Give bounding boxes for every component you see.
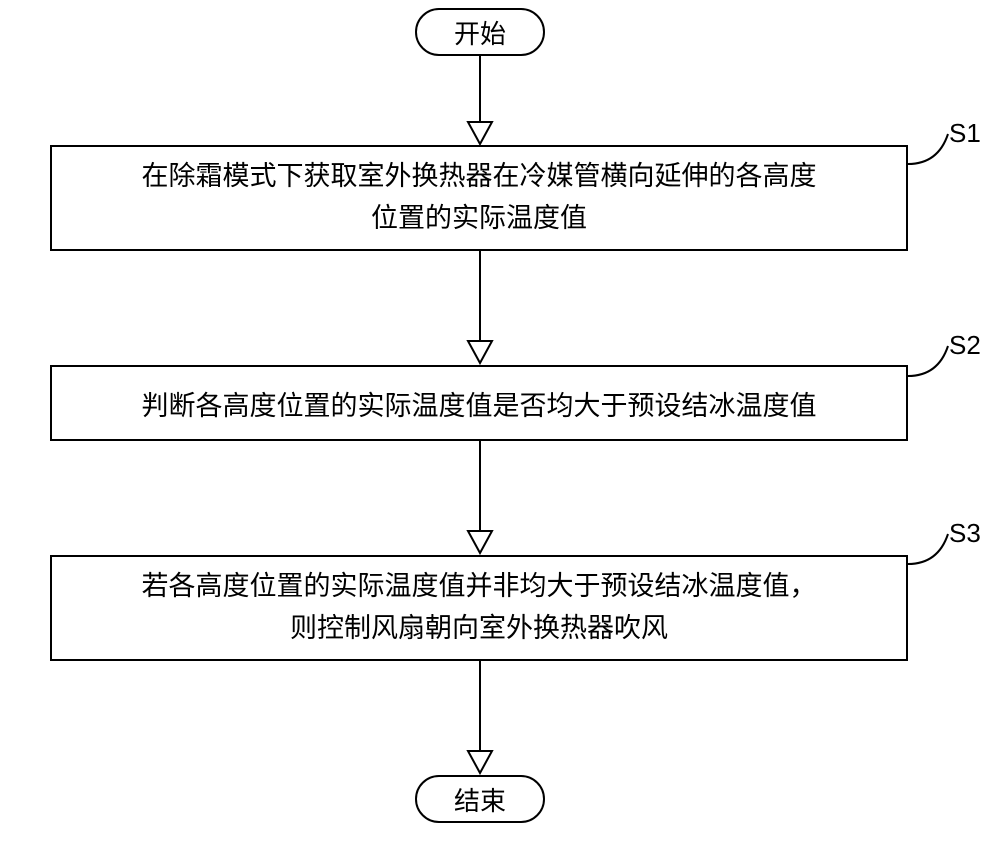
s2-label-connector [908, 332, 952, 382]
process-s1-line2: 位置的实际温度值 [371, 198, 587, 240]
s2-label: S2 [949, 330, 981, 361]
arrow-s3-end [465, 661, 495, 777]
process-s3-line2: 则控制风扇朝向室外换热器吹风 [290, 608, 668, 650]
s1-label: S1 [949, 118, 981, 149]
arrow-s1-s2 [465, 251, 495, 367]
start-node: 开始 [415, 8, 545, 56]
process-s2-text: 判断各高度位置的实际温度值是否均大于预设结冰温度值 [142, 384, 817, 423]
process-s3: 若各高度位置的实际温度值并非均大于预设结冰温度值， 则控制风扇朝向室外换热器吹风 [50, 555, 908, 661]
process-s1-line1: 在除霜模式下获取室外换热器在冷媒管横向延伸的各高度 [142, 156, 817, 198]
process-s1: 在除霜模式下获取室外换热器在冷媒管横向延伸的各高度 位置的实际温度值 [50, 145, 908, 251]
arrow-s2-s3 [465, 441, 495, 557]
process-s2: 判断各高度位置的实际温度值是否均大于预设结冰温度值 [50, 365, 908, 441]
s3-label-connector [908, 520, 952, 570]
end-label: 结束 [454, 781, 506, 818]
process-s3-line1: 若各高度位置的实际温度值并非均大于预设结冰温度值， [142, 566, 817, 608]
s3-label: S3 [949, 518, 981, 549]
s1-label-connector [908, 120, 952, 170]
end-node: 结束 [415, 775, 545, 823]
start-label: 开始 [454, 14, 506, 51]
arrow-start-s1 [465, 56, 495, 148]
flowchart-container: 开始 在除霜模式下获取室外换热器在冷媒管横向延伸的各高度 位置的实际温度值 S1… [0, 0, 1000, 847]
